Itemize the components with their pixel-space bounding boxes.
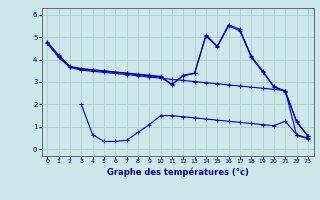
X-axis label: Graphe des températures (°c): Graphe des températures (°c) — [107, 167, 249, 177]
